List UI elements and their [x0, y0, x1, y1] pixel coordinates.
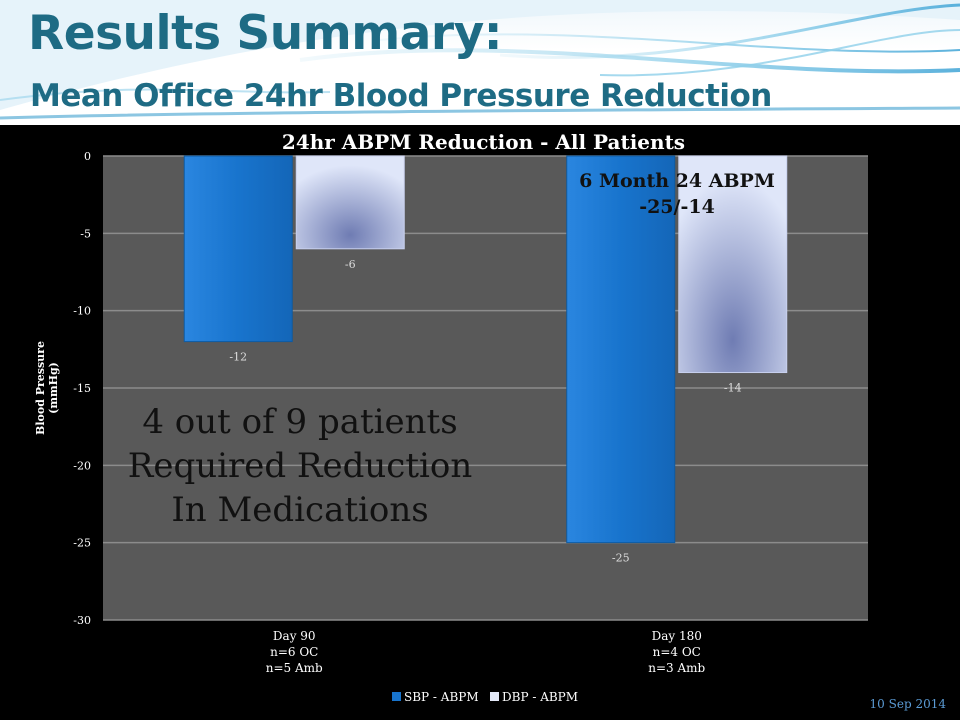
- y-tick-label: 0: [84, 150, 91, 163]
- slide-header: Results Summary: Mean Office 24hr Blood …: [0, 0, 960, 125]
- x-tick-label: n=6 OC: [270, 645, 318, 659]
- note-line-1: 4 out of 9 patients: [142, 402, 458, 442]
- slide-date: 10 Sep 2014: [869, 697, 946, 711]
- x-tick-label: Day 180: [652, 629, 702, 643]
- dbp-bar: [295, 155, 405, 250]
- note-line-2: Required Reduction: [127, 446, 473, 486]
- y-axis-label: Blood Pressure(mmHg): [34, 341, 60, 435]
- six-month-line-2: -25/-14: [639, 196, 715, 218]
- y-tick-label: -20: [73, 459, 91, 472]
- x-tick-label: Day 90: [273, 629, 316, 643]
- note-line-3: In Medications: [171, 490, 429, 530]
- data-label: -14: [724, 382, 742, 395]
- data-label: -6: [345, 258, 356, 271]
- medication-reduction-note: 4 out of 9 patients Required Reduction I…: [100, 400, 500, 532]
- legend-label: DBP - ABPM: [502, 690, 578, 704]
- x-tick-label: n=3 Amb: [648, 661, 705, 675]
- slide-title: Results Summary:: [28, 6, 503, 61]
- x-tick-label: n=5 Amb: [266, 661, 323, 675]
- legend-swatch: [392, 692, 401, 701]
- six-month-line-1: 6 Month 24 ABPM: [579, 170, 775, 192]
- x-tick-label: n=4 OC: [653, 645, 701, 659]
- y-tick-label: -30: [73, 614, 91, 627]
- bar-chart: 24hr ABPM Reduction - All Patients 0 -5 -10…: [34, 130, 868, 704]
- slide-subtitle: Mean Office 24hr Blood Pressure Reductio…: [30, 78, 772, 114]
- sbp-bar: [183, 155, 293, 343]
- header-swoosh-decoration: [0, 0, 960, 120]
- y-tick-label: -25: [73, 537, 91, 550]
- y-tick-label: -5: [80, 227, 91, 240]
- y-tick-label: -15: [73, 382, 91, 395]
- data-label: -25: [612, 552, 630, 565]
- chart-title: 24hr ABPM Reduction - All Patients: [282, 130, 685, 154]
- dbp-bar: [678, 155, 788, 374]
- legend-label: SBP - ABPM: [404, 690, 479, 704]
- y-tick-label: -10: [73, 305, 91, 318]
- six-month-abpm-note: 6 Month 24 ABPM -25/-14: [572, 168, 782, 220]
- legend-swatch: [490, 692, 499, 701]
- sbp-bar: [566, 155, 676, 544]
- data-label: -12: [229, 351, 247, 364]
